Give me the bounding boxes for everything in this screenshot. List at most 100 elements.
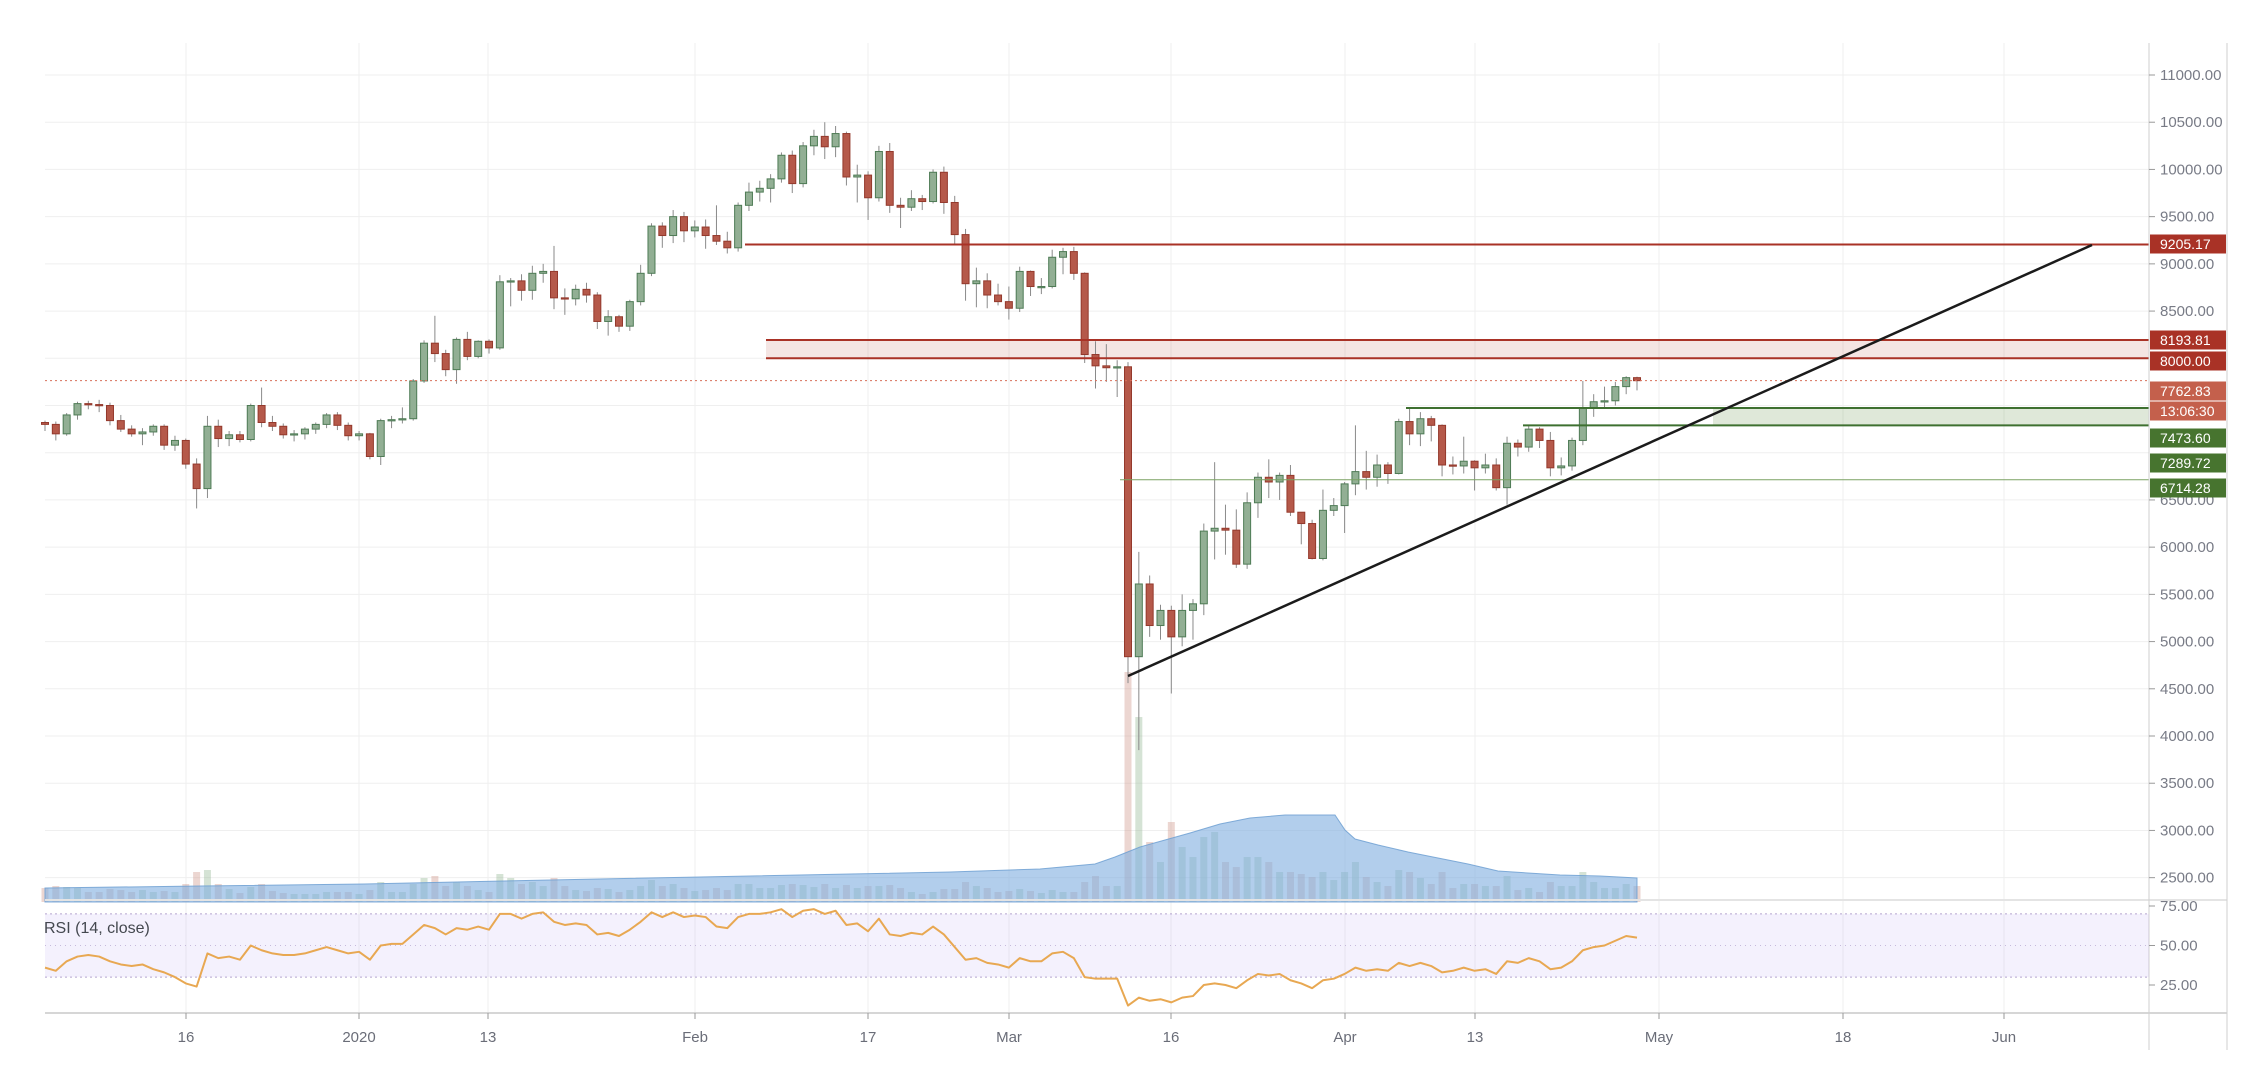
price-axis-label: 8500.00	[2160, 303, 2214, 320]
candle-down	[235, 434, 244, 440]
candle-up	[203, 425, 212, 490]
candle-up	[831, 133, 840, 148]
price-tag-text: 7762.83	[2160, 383, 2211, 399]
candle-up	[387, 419, 396, 422]
candle-down	[1167, 609, 1176, 638]
price-axis-label: 5500.00	[2160, 586, 2214, 603]
candle-down	[582, 288, 591, 296]
candle-up	[1503, 442, 1512, 489]
candle-up	[1048, 256, 1057, 288]
candle-up	[853, 174, 862, 178]
price-axis-label: 6000.00	[2160, 539, 2214, 556]
time-axis-label: 16	[178, 1029, 195, 1046]
rsi-axis-label: 75.00	[2160, 898, 2198, 915]
candle-up	[777, 154, 786, 180]
candle-down	[864, 174, 873, 199]
candle-down	[550, 270, 559, 299]
candle-down	[344, 424, 353, 437]
candles[interactable]	[41, 122, 1642, 751]
time-axis-label: Apr	[1333, 1029, 1356, 1046]
price-tag-bg	[2150, 234, 2226, 254]
candle-up	[138, 431, 147, 435]
candle-down	[1448, 464, 1457, 467]
time-axis-label: 18	[1835, 1029, 1852, 1046]
time-axis-label: 2020	[342, 1029, 375, 1046]
candle-up	[1243, 502, 1252, 565]
price-tag-bg	[2150, 330, 2226, 350]
price-tag: 7473.60	[2150, 428, 2226, 448]
candle-up	[647, 225, 656, 274]
candle-up	[452, 338, 461, 371]
candle-up	[1459, 460, 1468, 467]
candle-down	[1535, 428, 1544, 441]
price-tag-bg	[2150, 453, 2226, 473]
bar-countdown-tag: 13:06:30	[2150, 401, 2226, 421]
candle-up	[376, 420, 385, 457]
candle-down	[333, 414, 342, 426]
rsi-axis-label: 50.00	[2160, 938, 2198, 955]
candle-up	[1059, 251, 1068, 258]
candle-up	[1340, 483, 1349, 507]
candle-down	[116, 420, 125, 430]
candle-down	[842, 133, 851, 178]
time-axis[interactable]: 16 2020 13 Feb 17 Mar 16 Apr 13 May 18 Jun	[178, 1013, 2016, 1046]
candle-down	[1470, 460, 1479, 469]
price-axis[interactable]: 11000.00 10500.00 10000.00 9500.00 9000.00 85…	[2149, 67, 2226, 994]
price-tag: 8000.00	[2150, 351, 2226, 371]
candle-up	[62, 414, 71, 435]
time-axis-label: 16	[1163, 1029, 1180, 1046]
candle-up	[809, 135, 818, 147]
candle-up	[398, 418, 407, 421]
price-tag-text: 8000.00	[2160, 353, 2211, 369]
candle-up	[972, 280, 981, 285]
candle-down	[788, 154, 797, 185]
candle-up	[734, 204, 743, 249]
candle-up	[1253, 476, 1262, 504]
price-axis-label: 2500.00	[2160, 870, 2214, 887]
candle-up	[1622, 377, 1631, 388]
candle-up	[669, 216, 678, 237]
candle-up	[409, 380, 418, 420]
candle-up	[322, 414, 331, 425]
rsi-line	[44, 908, 1638, 1007]
candle-down	[1308, 523, 1317, 559]
price-axis-label: 11000.00	[2160, 67, 2221, 84]
candle-up	[1199, 530, 1208, 605]
candle-down	[679, 216, 688, 232]
candle-down	[192, 463, 201, 490]
candle-up	[690, 226, 699, 232]
candle-up	[1178, 609, 1187, 638]
candle-down	[950, 201, 959, 236]
price-axis-label: 10500.00	[2160, 114, 2223, 131]
price-tag-bg	[2150, 351, 2226, 371]
candle-down	[1124, 366, 1132, 658]
price-tag-bg	[2150, 478, 2226, 498]
candle-down	[593, 294, 602, 322]
candle-up	[874, 150, 883, 199]
candle-down	[1232, 529, 1241, 565]
candle-up	[799, 145, 808, 185]
candle-down	[896, 204, 905, 208]
candle-down	[127, 428, 136, 435]
candle-up	[290, 433, 299, 436]
candle-up	[1351, 471, 1360, 485]
candle-up	[311, 423, 320, 430]
price-axis-label: 10000.00	[2160, 161, 2223, 178]
rsi-pane[interactable]: RSI (14, close)	[44, 908, 2149, 1007]
candle-down	[1145, 583, 1154, 627]
candle-up	[1481, 464, 1490, 469]
candle-down	[1286, 474, 1295, 513]
candle-up	[1113, 366, 1122, 369]
candle-up	[1394, 421, 1403, 474]
candle-up	[1600, 400, 1609, 403]
price-tag: 7762.83	[2150, 381, 2226, 401]
candle-up	[1373, 464, 1382, 478]
price-axis-label: 9500.00	[2160, 209, 2214, 226]
candle-down	[1492, 464, 1501, 489]
ascending-trendline[interactable]	[1127, 243, 2093, 678]
candle-up	[744, 191, 753, 206]
candle-down	[1438, 424, 1447, 466]
price-tag-text: 13:06:30	[2160, 403, 2215, 419]
